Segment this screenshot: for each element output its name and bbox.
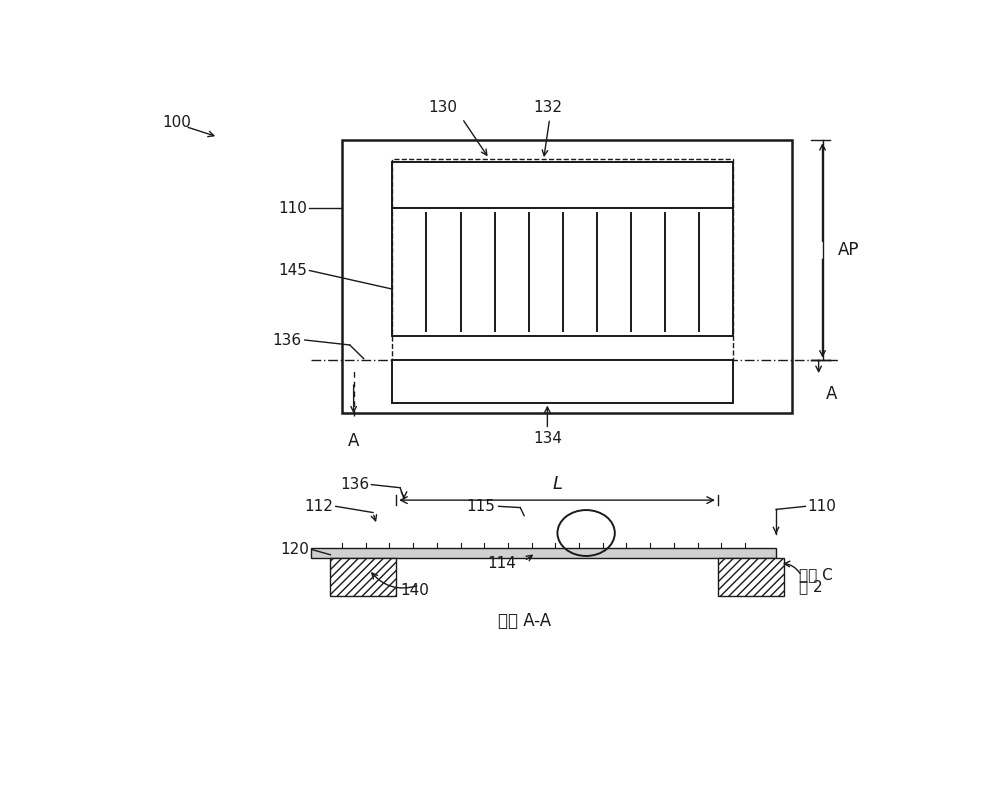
Text: 110: 110 (807, 499, 836, 514)
Text: 132: 132 (533, 100, 562, 115)
Text: 110: 110 (278, 201, 307, 216)
Text: 120: 120 (281, 542, 309, 557)
Bar (392, 162, 733, 209)
Text: 100: 100 (162, 115, 191, 131)
Bar (330, 558, 396, 596)
Text: 图 2: 图 2 (799, 580, 823, 595)
Text: 136: 136 (340, 477, 369, 492)
Text: 140: 140 (400, 583, 429, 597)
Text: 截面 A-A: 截面 A-A (498, 612, 551, 630)
Text: 145: 145 (278, 263, 307, 278)
Bar (392, 209, 733, 335)
Text: 115: 115 (467, 499, 495, 514)
Bar (392, 159, 733, 360)
Text: 细节 C: 细节 C (799, 567, 833, 582)
Text: L: L (552, 475, 562, 492)
Bar (342, 140, 792, 413)
Bar (392, 360, 733, 403)
Text: 130: 130 (428, 100, 457, 115)
Text: 134: 134 (533, 430, 562, 446)
Text: AP: AP (838, 241, 860, 260)
Bar (311, 548, 776, 558)
Text: 136: 136 (273, 333, 302, 347)
Text: 112: 112 (304, 499, 333, 514)
Text: 114: 114 (488, 556, 516, 571)
Text: A: A (348, 432, 359, 450)
Bar (718, 558, 784, 596)
Text: A: A (826, 385, 838, 403)
